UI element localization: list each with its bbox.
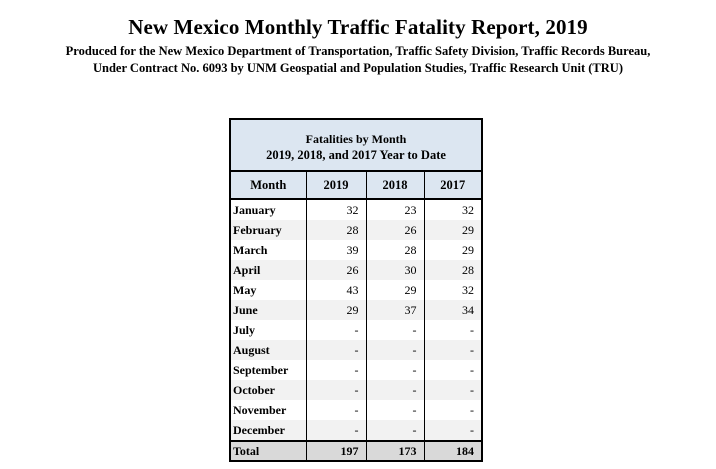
table-row: January 32 23 32 bbox=[231, 199, 481, 220]
month-cell: July bbox=[231, 320, 307, 340]
table-row: June 29 37 34 bbox=[231, 300, 481, 320]
table-row: February 28 26 29 bbox=[231, 220, 481, 240]
value-2018-cell: - bbox=[366, 420, 425, 441]
header-2019: 2019 bbox=[306, 172, 367, 200]
month-cell: January bbox=[231, 199, 307, 220]
value-2018-cell: 23 bbox=[366, 199, 425, 220]
value-2017-cell: - bbox=[424, 420, 481, 441]
table-caption-line2: 2019, 2018, and 2017 Year to Date bbox=[266, 148, 446, 162]
value-2018-cell: 26 bbox=[366, 220, 425, 240]
header-2018: 2018 bbox=[366, 172, 425, 200]
value-2017-cell: - bbox=[470, 403, 474, 417]
month-cell: May bbox=[231, 280, 307, 300]
value-2017-cell: 29 bbox=[462, 243, 474, 257]
fatalities-table: Month 2019 2018 2017 January 32 23 32 Februa… bbox=[231, 172, 481, 460]
table-row: December - - - bbox=[231, 420, 481, 441]
value-2019-cell: 28 bbox=[306, 220, 367, 240]
total-row: Total 197 173 184 bbox=[231, 440, 481, 460]
report-subtitle-line2: Under Contract No. 6093 by UNM Geospatia… bbox=[93, 61, 623, 75]
month-cell: September bbox=[231, 360, 307, 380]
value-2018-cell: - bbox=[366, 340, 425, 360]
value-2017-cell: 29 bbox=[424, 220, 481, 240]
value-2019-cell: - bbox=[306, 320, 367, 340]
table-caption-line1: Fatalities by Month bbox=[305, 132, 407, 146]
month-cell: October bbox=[231, 380, 307, 400]
table-row: April 26 30 28 bbox=[231, 260, 481, 280]
value-2017-cell: - bbox=[424, 340, 481, 360]
value-2019-cell: - bbox=[306, 360, 367, 380]
total-2019: 197 bbox=[306, 440, 367, 460]
total-2017: 184 bbox=[424, 440, 481, 460]
value-2019-cell: - bbox=[306, 340, 367, 360]
value-2019-cell: 32 bbox=[306, 199, 367, 220]
value-2017-cell: 28 bbox=[424, 260, 481, 280]
table-header-row: Month 2019 2018 2017 bbox=[231, 172, 481, 200]
month-cell: August bbox=[231, 340, 307, 360]
value-2019-cell: 26 bbox=[306, 260, 367, 280]
value-2018-cell: 37 bbox=[366, 300, 425, 320]
month-cell: March bbox=[231, 240, 307, 260]
value-2017-cell: 32 bbox=[462, 203, 474, 217]
value-2017-cell: 34 bbox=[424, 300, 481, 320]
value-2017-cell: - bbox=[470, 363, 474, 377]
total-label: Total bbox=[231, 440, 307, 460]
value-2019-cell: - bbox=[306, 380, 367, 400]
header-2017: 2017 bbox=[424, 172, 481, 200]
value-2018-cell: 30 bbox=[366, 260, 425, 280]
month-cell: April bbox=[231, 260, 307, 280]
table-row: May 43 29 32 bbox=[231, 280, 481, 300]
value-2018-cell: 29 bbox=[366, 280, 425, 300]
month-cell: June bbox=[231, 300, 307, 320]
table-row: November - - - bbox=[231, 400, 481, 420]
value-2019-cell: 39 bbox=[306, 240, 367, 260]
report-subtitle-line1: Produced for the New Mexico Department o… bbox=[65, 44, 651, 58]
value-2018-cell: - bbox=[366, 360, 425, 380]
table-row: August - - - bbox=[231, 340, 481, 360]
value-2019-cell: - bbox=[306, 420, 367, 441]
table-row: July - - - bbox=[231, 320, 481, 340]
table-row: October - - - bbox=[231, 380, 481, 400]
table-row: September - - - bbox=[231, 360, 481, 380]
value-2018-cell: - bbox=[366, 400, 425, 420]
value-2017-cell: - bbox=[470, 323, 474, 337]
value-2019-cell: 43 bbox=[306, 280, 367, 300]
value-2018-cell: 28 bbox=[366, 240, 425, 260]
total-2018: 173 bbox=[366, 440, 425, 460]
header-month: Month bbox=[231, 172, 307, 200]
table-body: January 32 23 32 February 28 26 29 March 39 28 29 Ap… bbox=[231, 199, 481, 441]
value-2018-cell: - bbox=[366, 380, 425, 400]
month-cell: November bbox=[231, 400, 307, 420]
value-2018-cell: - bbox=[366, 320, 425, 340]
month-cell: February bbox=[231, 220, 307, 240]
table-caption: Fatalities by Month 2019, 2018, and 2017… bbox=[231, 120, 481, 172]
value-2019-cell: 29 bbox=[306, 300, 367, 320]
report-title: New Mexico Monthly Traffic Fatality Repo… bbox=[128, 15, 588, 39]
value-2017-cell: - bbox=[424, 380, 481, 400]
value-2017-cell: 32 bbox=[462, 283, 474, 297]
table-row: March 39 28 29 bbox=[231, 240, 481, 260]
fatalities-table-container: Fatalities by Month 2019, 2018, and 2017… bbox=[229, 118, 483, 462]
value-2019-cell: - bbox=[306, 400, 367, 420]
month-cell: December bbox=[231, 420, 307, 441]
